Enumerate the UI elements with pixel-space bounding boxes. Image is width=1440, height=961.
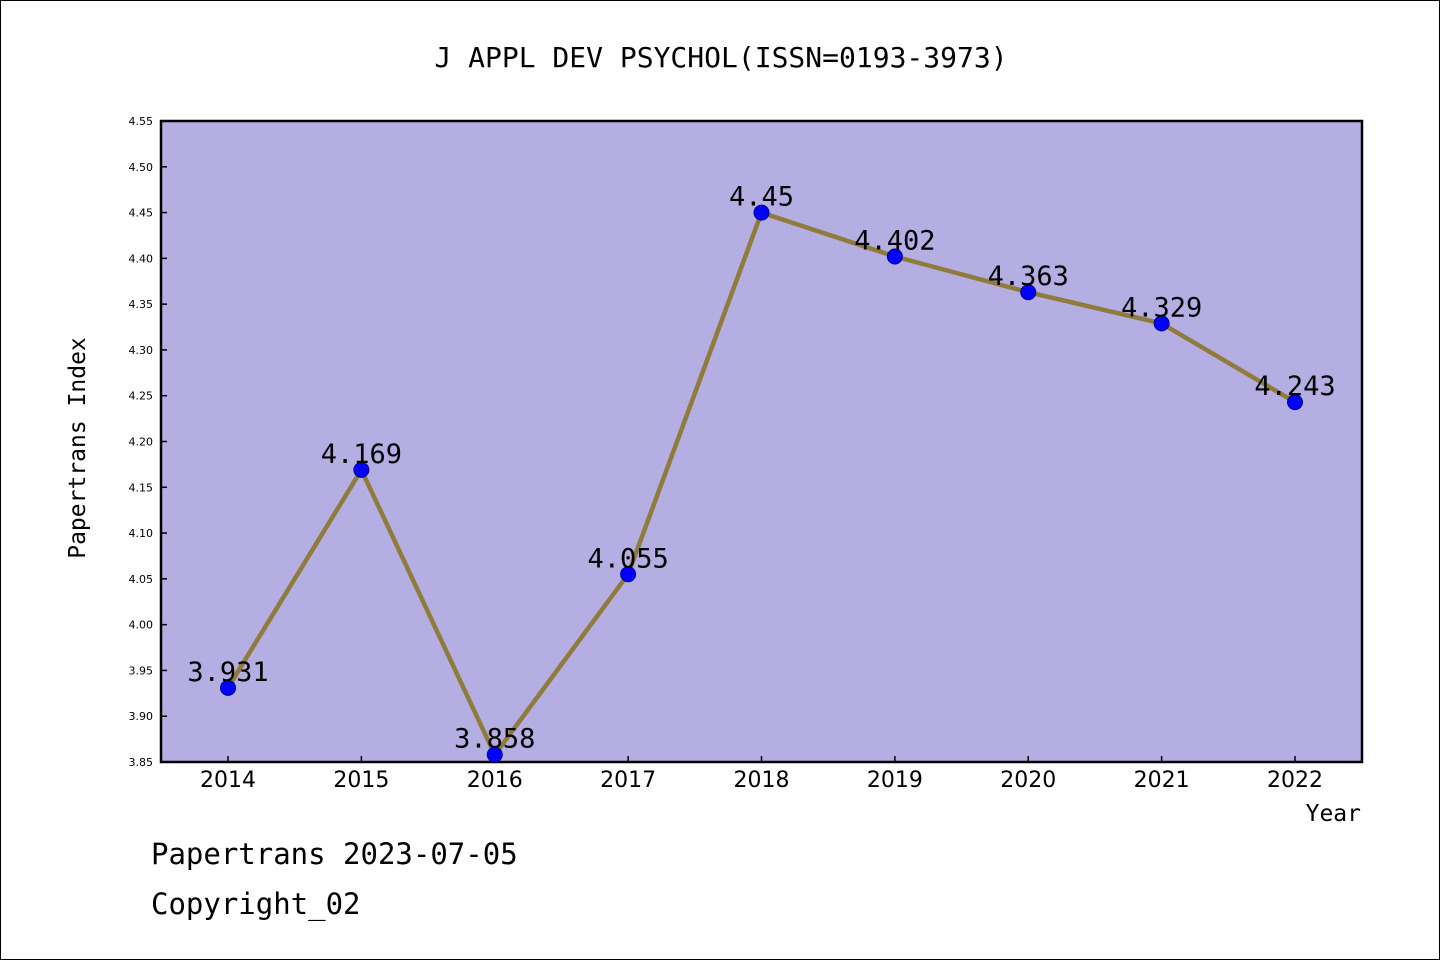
data-point-label: 4.243	[1254, 371, 1335, 402]
x-tick-label: 2018	[734, 768, 790, 793]
y-tick-label: 4.35	[129, 298, 154, 311]
x-tick-label: 2016	[467, 768, 523, 793]
footer-copyright: Copyright_02	[151, 887, 361, 922]
chart-title: J APPL DEV PSYCHOL(ISSN=0193-3973)	[434, 41, 1007, 74]
data-point-label: 4.169	[321, 439, 402, 470]
y-tick-label: 3.90	[129, 710, 154, 723]
footer-date: Papertrans 2023-07-05	[151, 837, 518, 871]
x-tick-label: 2020	[1000, 768, 1056, 793]
y-tick-label: 3.95	[129, 664, 154, 677]
y-tick-label: 4.20	[129, 436, 154, 449]
y-axis-label: Papertrans Index	[65, 337, 91, 559]
x-axis: 2014 2015 2016 2017 2018 2019 2020 2021 2022	[200, 756, 1323, 793]
y-tick-label: 4.05	[129, 573, 154, 586]
y-tick-label: 4.00	[129, 619, 154, 632]
data-point-label: 4.055	[587, 543, 668, 574]
x-tick-label: 2019	[867, 768, 923, 793]
y-tick-label: 4.50	[129, 161, 154, 174]
data-point-label: 4.329	[1121, 292, 1202, 323]
data-point-marker	[886, 248, 903, 265]
x-axis-label: Year	[1306, 801, 1361, 827]
data-point-marker	[753, 204, 770, 221]
y-tick-label: 4.10	[129, 527, 154, 540]
data-point-label: 4.363	[988, 261, 1069, 292]
data-point-marker	[1153, 315, 1170, 332]
y-tick-label: 4.15	[129, 481, 154, 494]
x-tick-label: 2017	[600, 768, 656, 793]
data-labels: 3.931 4.169 3.858 4.055 4.45 4.402 4.363 4.329 4…	[187, 182, 1335, 755]
x-tick-label: 2022	[1267, 768, 1323, 793]
data-point-marker	[620, 566, 637, 583]
data-point-marker	[220, 679, 236, 696]
y-tick-label: 4.55	[129, 115, 154, 128]
y-axis: 3.85 3.90 3.95 4.00 4.05 4.10 4.15 4.20 4.25 4.30…	[129, 115, 167, 769]
x-tick-label: 2015	[333, 768, 389, 793]
data-point-marker	[1020, 284, 1037, 301]
x-tick-label: 2014	[200, 768, 256, 793]
y-tick-label: 4.45	[129, 207, 154, 220]
y-tick-label: 4.25	[129, 390, 154, 403]
y-tick-label: 4.40	[129, 252, 154, 265]
data-point-label: 4.402	[854, 226, 935, 257]
data-point-marker	[1287, 394, 1303, 411]
y-tick-label: 4.30	[129, 344, 154, 357]
data-point-marker	[353, 461, 370, 478]
data-point-marker	[486, 746, 503, 763]
data-point-label: 3.858	[454, 724, 535, 755]
data-point-label: 4.45	[729, 182, 794, 213]
series-markers	[220, 204, 1303, 763]
plot-area	[159, 119, 1364, 764]
data-point-label: 3.931	[187, 657, 268, 688]
y-tick-label: 3.85	[129, 756, 154, 769]
x-tick-label: 2021	[1134, 768, 1190, 793]
